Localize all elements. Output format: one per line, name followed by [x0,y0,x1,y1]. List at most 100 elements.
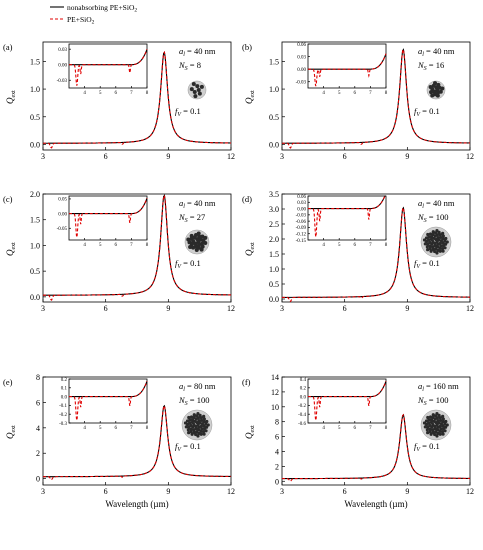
y-tick-label: 0.5 [30,113,40,122]
cluster-particle [189,415,194,419]
cluster-particle [184,425,188,429]
y-tick-label: 1.0 [30,241,40,250]
cluster-particle [435,228,439,233]
cluster-particle [188,245,193,250]
inset-y-tick-label: -0.03 [57,79,68,84]
cluster-particle [187,425,191,429]
cluster-particle [429,237,433,241]
inset-y-tick-label: -0.06 [296,220,307,225]
cluster-particle [429,432,433,436]
y-tick-label: 0 [275,477,279,486]
x-tick-label: 9 [166,304,170,313]
cluster-particle [440,86,445,91]
cluster-particle [199,424,203,429]
inset-x-tick-label: 5 [99,91,102,96]
panel-label: (f) [242,377,251,387]
annotation-particle-radius: al = 40 nm [418,198,455,210]
cluster-particle [438,89,443,94]
cluster-particle [426,431,430,435]
inset-x-tick-label: 8 [385,91,388,96]
cluster-particle [196,434,200,438]
inset-x-tick-label: 8 [146,91,149,96]
inset-absorbing-line [308,195,386,237]
cluster-particle [192,415,196,420]
inset-y-tick-label: 0.1 [61,387,68,392]
y-axis-title: Qext [5,242,17,256]
inset-y-tick-label: 0.2 [61,378,68,383]
cluster-particle [428,232,433,236]
inset: 4 5 6 7 8 0.06 0.03 0.00 -0.03 [296,43,388,96]
y-tick-label: 1.0 [30,85,40,94]
annotation-particle-count: NS = 27 [178,212,205,224]
x-tick-label: 6 [104,152,108,161]
inset-nonabsorbing-line [69,198,148,215]
y-tick-label: 2.5 [269,220,279,229]
cluster-particle [191,81,196,86]
panel-label: (d) [242,194,252,204]
series-absorbing-line [42,50,232,149]
cluster-particle [433,432,437,437]
cluster-particle [441,231,445,235]
y-tick-label: 1.5 [30,216,40,225]
cluster-particle [187,431,191,435]
inset-y-tick-label: 0.06 [297,43,306,48]
inset-x-tick-label: 4 [83,243,86,248]
cluster-particle [438,418,443,422]
inset-x-tick-label: 5 [338,243,341,248]
cluster-particle [204,429,208,433]
cluster-particle [422,421,427,425]
series-absorbing-line [282,206,471,303]
y-tick-label: 1.5 [269,57,279,66]
cluster-particle [436,418,440,423]
cluster-particle [428,427,432,431]
cluster-particle [197,234,202,239]
cluster-particle [185,419,190,423]
cluster-particle [202,417,206,421]
cluster-particle [204,425,209,429]
cluster-particle [438,429,442,433]
inset-y-tick-label: -0.2 [59,413,67,418]
x-tick-label: 3 [41,487,45,496]
inset-x-tick-label: 6 [115,426,118,431]
inset-frame [307,378,387,424]
annotation-volume-fraction: fV = 0.1 [414,258,440,270]
x-tick-label: 6 [343,152,347,161]
cluster-particle [204,422,208,426]
plot-frame [281,376,471,486]
cluster-particle [189,427,193,431]
cluster-particle [429,418,434,422]
cluster-particle [422,238,427,242]
cluster-particle [190,420,194,424]
inset-x-tick-label: 5 [99,243,102,248]
x-tick-label: 6 [343,304,347,313]
cluster-particle [438,235,443,239]
cluster-particle [435,434,439,438]
inset-x-tick-label: 5 [338,91,341,96]
series-nonabsorbing-line [42,50,232,144]
inset-y-tick-label: -0.6 [298,422,306,427]
cluster-particle [427,235,431,239]
cluster-particle [440,430,445,434]
inset-frame [307,43,387,89]
inset-nonabsorbing-line [69,381,148,398]
y-tick-label: 1.5 [269,250,279,259]
cluster-particle [426,248,430,252]
cluster-particle [186,237,191,242]
cluster-particle [439,244,443,248]
plot-frame [42,376,232,486]
cluster-particle [196,411,200,416]
panel-d: 3 6 9 12 0.0 0.5 1.0 1.5 2.0 2.5 3.0 3.5 (d) Qext al =… [242,190,474,313]
cluster-particle [429,90,434,95]
cluster-particle [428,415,433,419]
annotation-particle-count: NS = 100 [178,395,209,407]
y-axis-title: Qext [244,425,256,439]
annotation-volume-fraction: fV = 0.1 [414,106,440,118]
cluster-particle [428,430,432,434]
annotation-volume-fraction: fV = 0.1 [175,106,201,118]
cluster-particle [190,432,194,436]
cluster-particle [441,419,445,424]
series-absorbing-line [42,193,232,301]
y-axis-title: Qext [244,242,256,256]
y-axis-title: Qext [244,90,256,104]
